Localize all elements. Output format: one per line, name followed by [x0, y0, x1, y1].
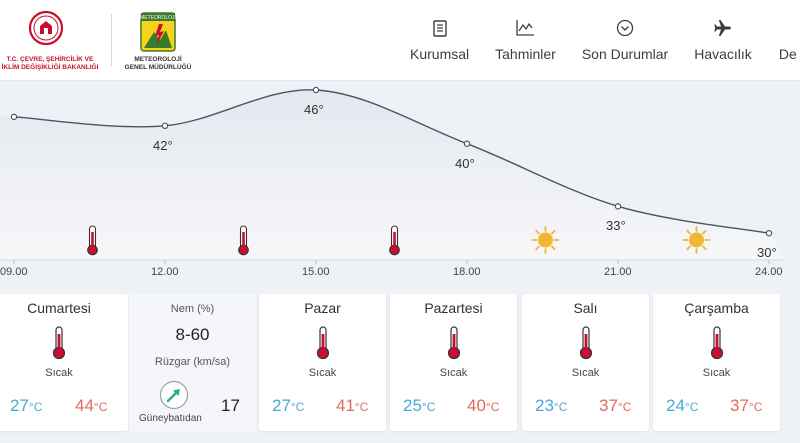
data-point[interactable] [10, 113, 18, 121]
ministry-name: T.C. ÇEVRE, ŞEHİRCİLİK VE İKLİM DEĞİŞİKL… [1, 56, 99, 71]
chevron-circle-icon [615, 18, 635, 38]
condition: Sıcak [571, 367, 600, 379]
day-card[interactable]: Salı Sıcak 23°C 37°C [522, 294, 649, 431]
min-temp: 27°C [272, 396, 305, 415]
nav-label: De [778, 46, 797, 62]
wind-speed: 17 [221, 396, 240, 415]
daily-forecast: Cumartesi Sıcak 27°C 44°C Nem (%) 8-60 R… [0, 294, 800, 443]
condition: Sıcak [702, 367, 731, 379]
main-nav: Kurumsal Tahminler Son Durumlar Havacılı… [410, 0, 800, 80]
thermometer-icon [447, 326, 460, 360]
chart-canvas [0, 86, 785, 264]
data-label: 46° [304, 102, 324, 117]
document-icon [430, 18, 450, 38]
nav-icon-placeholder [778, 18, 798, 38]
x-tick-label: 12.00 [151, 266, 179, 278]
nav-label: Kurumsal [410, 46, 470, 62]
day-card[interactable]: Pazar Sıcak 27°C 41°C [259, 294, 386, 431]
x-tick-label: 15.00 [302, 266, 330, 278]
header-divider [111, 14, 112, 66]
thermometer-icon [389, 225, 400, 256]
chart-icon [515, 18, 535, 38]
day-card[interactable]: Pazartesi Sıcak 25°C 40°C [390, 294, 517, 431]
site-header: T.C. ÇEVRE, ŞEHİRCİLİK VE İKLİM DEĞİŞİKL… [0, 0, 800, 81]
thermometer-icon [579, 326, 592, 360]
x-tick-label: 24.00 [755, 266, 783, 278]
airplane-icon [713, 18, 733, 38]
thermometer-icon [87, 225, 98, 256]
thermometer-icon [316, 326, 329, 360]
condition: Sıcak [439, 367, 468, 379]
today-details-panel: Nem (%) 8-60 Rüzgar (km/sa) Güneybatıdan… [128, 294, 256, 431]
day-name: Pazartesi [424, 300, 483, 316]
x-tick-label: 09.00 [0, 266, 28, 278]
condition: Sıcak [308, 367, 337, 379]
wind-direction-icon [159, 380, 189, 410]
min-temp: 24°C [666, 396, 699, 415]
data-point[interactable] [161, 122, 169, 130]
mgm-logo[interactable]: METEOROLOJİ [140, 12, 176, 52]
day-name: Salı [573, 300, 598, 316]
thermometer-icon [52, 326, 66, 360]
min-temp: 23°C [535, 396, 568, 415]
data-label: 42° [153, 137, 173, 153]
nav-label: Havacılık [694, 46, 752, 62]
chart-area-fill [0, 89, 785, 260]
thermometer-icon [710, 326, 723, 360]
x-tick-label: 18.00 [453, 266, 481, 278]
temperature-line [13, 89, 770, 234]
nav-havacilik[interactable]: Havacılık [694, 0, 752, 80]
data-point[interactable] [312, 86, 320, 94]
wind-direction: Güneybatıdan [139, 413, 202, 424]
nav-label: Son Durumlar [581, 46, 669, 62]
data-point[interactable] [463, 140, 471, 147]
day-name: Cumartesi [27, 300, 91, 316]
sun-icon [682, 226, 711, 254]
data-label: 30° [757, 245, 777, 261]
nav-tahminler[interactable]: Tahminler [495, 0, 556, 80]
day-card[interactable]: Çarşamba Sıcak 24°C 37°C [653, 294, 780, 431]
sun-icon [531, 226, 560, 254]
ministry-logo[interactable] [28, 10, 64, 46]
max-temp: 37°C [730, 396, 763, 415]
max-temp: 37°C [599, 396, 632, 415]
min-temp: 27°C [10, 396, 43, 415]
data-point[interactable] [765, 229, 773, 237]
day-name: Pazar [304, 300, 341, 316]
data-label: 33° [606, 218, 626, 234]
humidity-value: 8-60 [175, 325, 210, 344]
data-label: 40° [455, 155, 475, 171]
nav-label: Tahminler [495, 46, 556, 62]
hourly-temperature-chart: 09.00 42° 12.00 46° 15.00 40° 18.00 33° 21.00 30°… [0, 80, 800, 292]
data-point[interactable] [614, 203, 622, 210]
max-temp: 40°C [467, 396, 500, 415]
day-name: Çarşamba [684, 300, 749, 316]
x-tick-label: 21.00 [604, 266, 632, 278]
mgm-name: METEOROLOJİ GENEL MÜDÜRLÜĞÜ [124, 56, 192, 71]
wind-title: Rüzgar (km/sa) [154, 356, 231, 368]
today-card[interactable]: Cumartesi Sıcak 27°C 44°C [0, 294, 128, 431]
humidity-title: Nem (%) [170, 303, 215, 315]
thermometer-icon [238, 225, 249, 256]
nav-kurumsal[interactable]: Kurumsal [410, 0, 469, 80]
min-temp: 25°C [403, 396, 436, 415]
max-temp: 44°C [75, 396, 108, 415]
nav-son-durumlar[interactable]: Son Durumlar [582, 0, 668, 80]
mgm-logo-text: METEOROLOJİ [140, 14, 176, 21]
condition: Sıcak [45, 367, 73, 379]
max-temp: 41°C [336, 396, 369, 415]
nav-de-truncated[interactable]: De [778, 0, 798, 80]
